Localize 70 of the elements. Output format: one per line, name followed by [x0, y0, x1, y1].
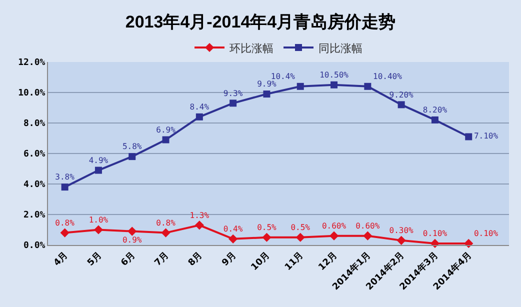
x-tick-label: 9月	[220, 250, 238, 268]
data-label: 8.20%	[422, 106, 448, 115]
data-label: 0.4%	[223, 224, 243, 234]
x-tick-label: 11月	[282, 250, 306, 273]
point	[364, 82, 372, 90]
point	[398, 101, 405, 108]
point	[430, 238, 440, 248]
point	[431, 116, 438, 124]
point	[230, 100, 237, 107]
chart-title: 2013年4月-2014年4月青岛房价走势	[125, 12, 396, 32]
data-label: 5.8%	[122, 142, 142, 152]
data-label: 10.40%	[373, 72, 402, 82]
data-label: 0.8%	[55, 218, 75, 228]
data-label: 1.3%	[190, 210, 210, 220]
point	[263, 90, 270, 98]
y-tick-label: 2.0%	[24, 210, 46, 221]
data-label: 0.30%	[389, 226, 414, 236]
point	[329, 231, 339, 240]
y-tick-label: 8.0%	[24, 119, 46, 130]
point	[61, 184, 68, 191]
y-tick-label: 0.0%	[24, 241, 46, 252]
y-tick-label: 6.0%	[24, 150, 46, 160]
point	[396, 236, 406, 245]
point	[94, 166, 102, 174]
data-label: 6.9%	[156, 125, 176, 134]
point	[196, 113, 203, 120]
point	[262, 232, 272, 242]
data-label: 0.10%	[474, 229, 498, 238]
point	[228, 234, 238, 244]
x-tick-label: 4月	[52, 250, 70, 268]
data-label: 10.50%	[320, 70, 349, 80]
legend-label: 同比涨幅	[318, 42, 362, 55]
point	[128, 226, 137, 236]
data-label: 3.8%	[55, 172, 75, 182]
point	[330, 81, 338, 88]
point	[162, 136, 170, 144]
data-label: 0.60%	[356, 221, 380, 230]
data-label: 9.20%	[389, 90, 414, 100]
point	[94, 225, 104, 234]
data-label: 0.9%	[122, 236, 142, 245]
data-label: 0.5%	[290, 223, 310, 232]
data-label: 9.9%	[257, 80, 277, 89]
x-tick-label: 7月	[152, 250, 172, 268]
data-label: 4.9%	[88, 156, 108, 165]
data-label: 0.60%	[322, 221, 346, 230]
data-label: 1.0%	[88, 215, 108, 224]
x-tick-label: 5月	[85, 250, 104, 268]
data-label: 10.4%	[270, 72, 296, 82]
point	[128, 153, 136, 160]
data-label: 0.10%	[422, 229, 448, 238]
data-label: 0.5%	[257, 223, 277, 232]
point	[465, 133, 472, 140]
point	[296, 232, 305, 242]
y-tick-label: 12.0%	[18, 58, 46, 68]
point	[363, 231, 372, 240]
data-label: 8.4%	[190, 102, 210, 112]
point	[296, 82, 304, 90]
legend-label: 环比涨幅	[230, 42, 274, 55]
point	[194, 220, 204, 230]
x-tick-label: 6月	[118, 250, 138, 268]
y-tick-label: 4.0%	[24, 180, 46, 190]
x-tick-label: 12月	[316, 250, 340, 273]
data-label: 7.10%	[474, 132, 498, 141]
x-tick-label: 8月	[186, 250, 205, 268]
data-label: 9.3%	[223, 88, 243, 98]
data-label: 0.8%	[156, 218, 176, 228]
x-tick-label: 10月	[249, 250, 272, 273]
point	[60, 228, 70, 238]
point	[161, 228, 170, 238]
y-tick-label: 10.0%	[18, 88, 46, 99]
